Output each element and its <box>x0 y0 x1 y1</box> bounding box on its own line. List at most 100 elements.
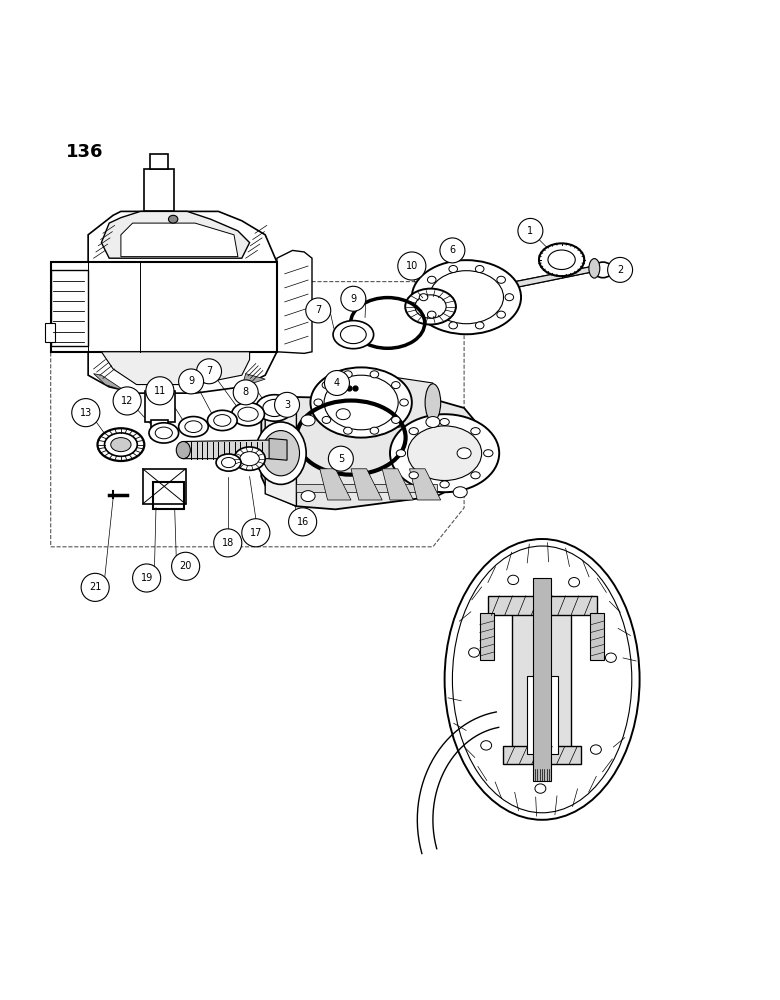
Circle shape <box>197 359 222 384</box>
Text: 16: 16 <box>296 517 309 527</box>
Polygon shape <box>382 469 413 500</box>
Circle shape <box>214 529 242 557</box>
Text: 21: 21 <box>89 582 101 592</box>
Ellipse shape <box>185 421 202 433</box>
Ellipse shape <box>344 371 353 378</box>
Text: 136: 136 <box>66 143 104 161</box>
Circle shape <box>440 238 465 263</box>
Ellipse shape <box>370 371 378 378</box>
Text: 4: 4 <box>334 378 340 388</box>
Ellipse shape <box>420 294 427 301</box>
Ellipse shape <box>440 481 449 488</box>
Ellipse shape <box>98 428 144 461</box>
Ellipse shape <box>392 382 400 389</box>
Circle shape <box>518 218 543 243</box>
Circle shape <box>608 257 633 282</box>
Ellipse shape <box>216 454 241 471</box>
Text: 13: 13 <box>80 408 92 418</box>
Ellipse shape <box>594 262 613 278</box>
Text: 19: 19 <box>140 573 153 583</box>
Ellipse shape <box>475 266 484 273</box>
Bar <box>512 605 571 750</box>
Text: 1: 1 <box>527 226 534 236</box>
Ellipse shape <box>234 447 265 470</box>
Ellipse shape <box>301 415 315 426</box>
Circle shape <box>113 387 141 415</box>
Bar <box>144 168 174 211</box>
Bar <box>533 578 551 781</box>
Polygon shape <box>88 211 277 262</box>
Ellipse shape <box>535 784 546 793</box>
Ellipse shape <box>497 276 505 283</box>
Ellipse shape <box>370 427 378 434</box>
Ellipse shape <box>406 289 456 324</box>
Bar <box>45 323 55 342</box>
Ellipse shape <box>238 407 258 421</box>
Text: 18: 18 <box>222 538 234 548</box>
Ellipse shape <box>589 259 600 278</box>
Ellipse shape <box>415 295 446 318</box>
Circle shape <box>275 392 300 417</box>
Ellipse shape <box>457 448 471 459</box>
Circle shape <box>324 371 349 395</box>
Ellipse shape <box>390 414 499 492</box>
Ellipse shape <box>427 311 436 318</box>
Ellipse shape <box>179 417 208 437</box>
Ellipse shape <box>324 375 399 430</box>
Text: 7: 7 <box>315 305 321 315</box>
Circle shape <box>398 252 426 280</box>
Polygon shape <box>94 374 125 391</box>
Bar <box>143 469 186 504</box>
Ellipse shape <box>426 417 440 427</box>
Ellipse shape <box>155 427 172 439</box>
Bar <box>51 262 277 352</box>
Circle shape <box>133 564 161 592</box>
Polygon shape <box>88 352 277 393</box>
Text: 9: 9 <box>350 294 356 304</box>
Ellipse shape <box>232 402 264 426</box>
Ellipse shape <box>539 243 584 276</box>
Ellipse shape <box>449 322 458 329</box>
Ellipse shape <box>453 487 467 498</box>
Polygon shape <box>242 374 265 387</box>
Ellipse shape <box>590 745 601 754</box>
Ellipse shape <box>445 539 640 820</box>
Ellipse shape <box>240 452 259 466</box>
Text: 20: 20 <box>179 561 192 571</box>
Bar <box>51 270 88 346</box>
Ellipse shape <box>452 546 632 813</box>
Ellipse shape <box>425 384 441 421</box>
Polygon shape <box>101 211 250 258</box>
Ellipse shape <box>322 416 331 423</box>
Ellipse shape <box>475 322 484 329</box>
Circle shape <box>172 552 200 580</box>
Ellipse shape <box>407 426 481 481</box>
Ellipse shape <box>168 215 178 223</box>
Text: 12: 12 <box>121 396 133 406</box>
Polygon shape <box>101 352 250 385</box>
Polygon shape <box>468 266 594 297</box>
Ellipse shape <box>176 442 190 459</box>
Circle shape <box>306 298 331 323</box>
Polygon shape <box>296 484 437 492</box>
Ellipse shape <box>569 578 580 587</box>
Polygon shape <box>261 397 476 509</box>
Polygon shape <box>277 250 312 353</box>
Text: 6: 6 <box>449 245 456 255</box>
Ellipse shape <box>256 395 293 421</box>
Ellipse shape <box>207 410 237 431</box>
Bar <box>151 420 168 438</box>
Text: 9: 9 <box>188 376 194 386</box>
Ellipse shape <box>399 399 409 406</box>
Bar <box>153 482 184 509</box>
Ellipse shape <box>256 422 307 484</box>
Ellipse shape <box>412 260 521 334</box>
Ellipse shape <box>548 250 576 270</box>
Ellipse shape <box>214 415 231 426</box>
Ellipse shape <box>471 428 480 435</box>
Text: 2: 2 <box>617 265 623 275</box>
Ellipse shape <box>469 648 480 657</box>
Polygon shape <box>320 469 351 500</box>
Ellipse shape <box>508 575 519 585</box>
Ellipse shape <box>149 423 179 443</box>
